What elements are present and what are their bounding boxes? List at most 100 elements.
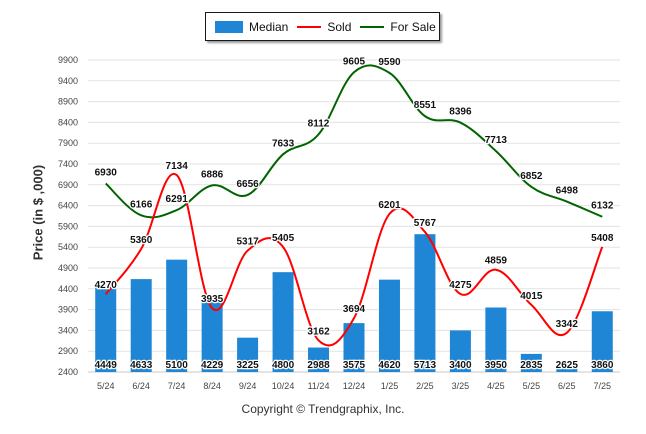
x-tick-label: 4/25 bbox=[487, 381, 505, 391]
sold-data-label: 3342 bbox=[556, 319, 579, 330]
for-sale-data-label: 9590 bbox=[378, 57, 401, 68]
legend-item-sold[interactable]: Sold bbox=[297, 20, 351, 34]
median-bar bbox=[237, 337, 259, 372]
for-sale-data-label: 6886 bbox=[201, 169, 224, 180]
for-sale-data-label: 8112 bbox=[308, 118, 330, 129]
y-tick-label: 8400 bbox=[58, 117, 78, 127]
y-tick-label: 5900 bbox=[58, 221, 78, 231]
legend-label-median: Median bbox=[249, 19, 289, 34]
for-sale-line bbox=[105, 64, 603, 219]
median-data-label: 3860 bbox=[591, 360, 614, 371]
median-bar bbox=[343, 323, 365, 372]
x-tick-label: 9/24 bbox=[239, 381, 257, 391]
y-tick-label: 6900 bbox=[58, 180, 78, 190]
y-tick-label: 9400 bbox=[58, 76, 78, 86]
for-sale-data-label: 9605 bbox=[343, 56, 366, 67]
y-tick-label: 6400 bbox=[58, 201, 78, 211]
y-tick-label: 4900 bbox=[58, 263, 78, 273]
median-data-label: 4800 bbox=[272, 360, 295, 371]
median-data-label: 2988 bbox=[307, 360, 330, 371]
median-bar bbox=[201, 295, 223, 372]
median-data-label: 3950 bbox=[485, 360, 508, 371]
median-data-label: 3400 bbox=[449, 360, 472, 371]
x-tick-label: 1/25 bbox=[381, 381, 399, 391]
legend-label-sold: Sold bbox=[327, 19, 352, 34]
median-data-label: 4620 bbox=[378, 360, 401, 371]
for-sale-data-label: 6852 bbox=[520, 171, 543, 182]
y-tick-label: 3900 bbox=[58, 305, 78, 315]
sold-data-label: 4015 bbox=[520, 291, 543, 302]
for-sale-data-label: 6498 bbox=[556, 186, 579, 197]
x-tick-label: 7/25 bbox=[594, 381, 612, 391]
y-tick-label: 7400 bbox=[58, 159, 78, 169]
median-bar bbox=[95, 286, 117, 372]
legend: Median Sold For Sale bbox=[205, 12, 440, 41]
for-sale-data-label: 6132 bbox=[591, 201, 614, 212]
for-sale-data-label: 8551 bbox=[414, 100, 437, 111]
y-tick-label: 8900 bbox=[58, 97, 78, 107]
y-tick-label: 9900 bbox=[58, 55, 78, 65]
x-tick-label: 6/25 bbox=[558, 381, 576, 391]
sold-data-label: 3935 bbox=[201, 294, 224, 305]
x-tick-label: 2/25 bbox=[416, 381, 434, 391]
sold-data-label: 5317 bbox=[236, 237, 259, 248]
y-tick-label: 5400 bbox=[58, 242, 78, 252]
y-tick-label: 3400 bbox=[58, 325, 78, 335]
x-tick-label: 8/24 bbox=[203, 381, 221, 391]
y-tick-label: 7900 bbox=[58, 138, 78, 148]
median-bar bbox=[449, 330, 471, 372]
legend-label-for-sale: For Sale bbox=[390, 19, 436, 34]
sold-swatch bbox=[297, 25, 322, 28]
legend-item-median[interactable]: Median bbox=[215, 20, 288, 34]
for-sale-data-label: 6166 bbox=[130, 199, 153, 210]
median-data-label: 4229 bbox=[201, 360, 224, 371]
for-sale-data-label: 7633 bbox=[272, 138, 295, 149]
sold-data-label: 6201 bbox=[378, 200, 401, 211]
median-bar bbox=[485, 307, 507, 372]
median-data-label: 2835 bbox=[520, 360, 543, 371]
for-sale-data-label: 7713 bbox=[485, 135, 508, 146]
x-tick-label: 5/24 bbox=[97, 381, 115, 391]
x-tick-label: 10/24 bbox=[272, 381, 295, 391]
x-tick-label: 5/25 bbox=[523, 381, 541, 391]
median-bar bbox=[414, 234, 436, 372]
for-sale-data-label: 6656 bbox=[236, 179, 259, 190]
median-bar bbox=[272, 272, 294, 372]
sold-data-label: 3694 bbox=[343, 304, 366, 315]
median-data-label: 4633 bbox=[130, 360, 153, 371]
legend-item-for-sale[interactable]: For Sale bbox=[360, 19, 436, 34]
sold-line bbox=[104, 172, 604, 347]
median-data-label: 5100 bbox=[166, 360, 189, 371]
x-tick-label: 6/24 bbox=[132, 381, 150, 391]
median-bar bbox=[556, 362, 578, 372]
median-data-label: 3575 bbox=[343, 360, 366, 371]
for-sale-data-label: 6930 bbox=[95, 168, 118, 179]
median-bar bbox=[166, 259, 188, 372]
y-tick-label: 2400 bbox=[58, 367, 78, 377]
for-sale-data-label: 6291 bbox=[166, 194, 189, 205]
sold-data-label: 3162 bbox=[307, 326, 330, 337]
x-tick-label: 12/24 bbox=[343, 381, 366, 391]
sold-data-label: 4270 bbox=[95, 280, 118, 291]
y-tick-label: 2900 bbox=[58, 346, 78, 356]
sold-data-label: 5360 bbox=[130, 235, 153, 246]
sold-data-label: 4275 bbox=[449, 280, 472, 291]
x-tick-label: 3/25 bbox=[452, 381, 470, 391]
median-swatch bbox=[215, 20, 243, 33]
sold-data-label: 5405 bbox=[272, 233, 295, 244]
sold-data-label: 4859 bbox=[485, 256, 508, 267]
for-sale-swatch bbox=[360, 25, 385, 28]
median-bar bbox=[520, 353, 542, 372]
for-sale-data-label: 8396 bbox=[449, 107, 472, 118]
median-data-label: 3225 bbox=[236, 360, 259, 371]
x-tick-label: 7/24 bbox=[168, 381, 186, 391]
median-bar bbox=[378, 279, 400, 372]
median-data-label: 4449 bbox=[95, 360, 118, 371]
sold-data-label: 5767 bbox=[414, 218, 437, 229]
median-bar bbox=[591, 311, 613, 372]
median-data-label: 2625 bbox=[556, 360, 579, 371]
sold-data-label: 7134 bbox=[166, 161, 189, 172]
copyright-text: Copyright © Trendgraphix, Inc. bbox=[241, 402, 405, 416]
median-data-label: 5713 bbox=[414, 360, 437, 371]
